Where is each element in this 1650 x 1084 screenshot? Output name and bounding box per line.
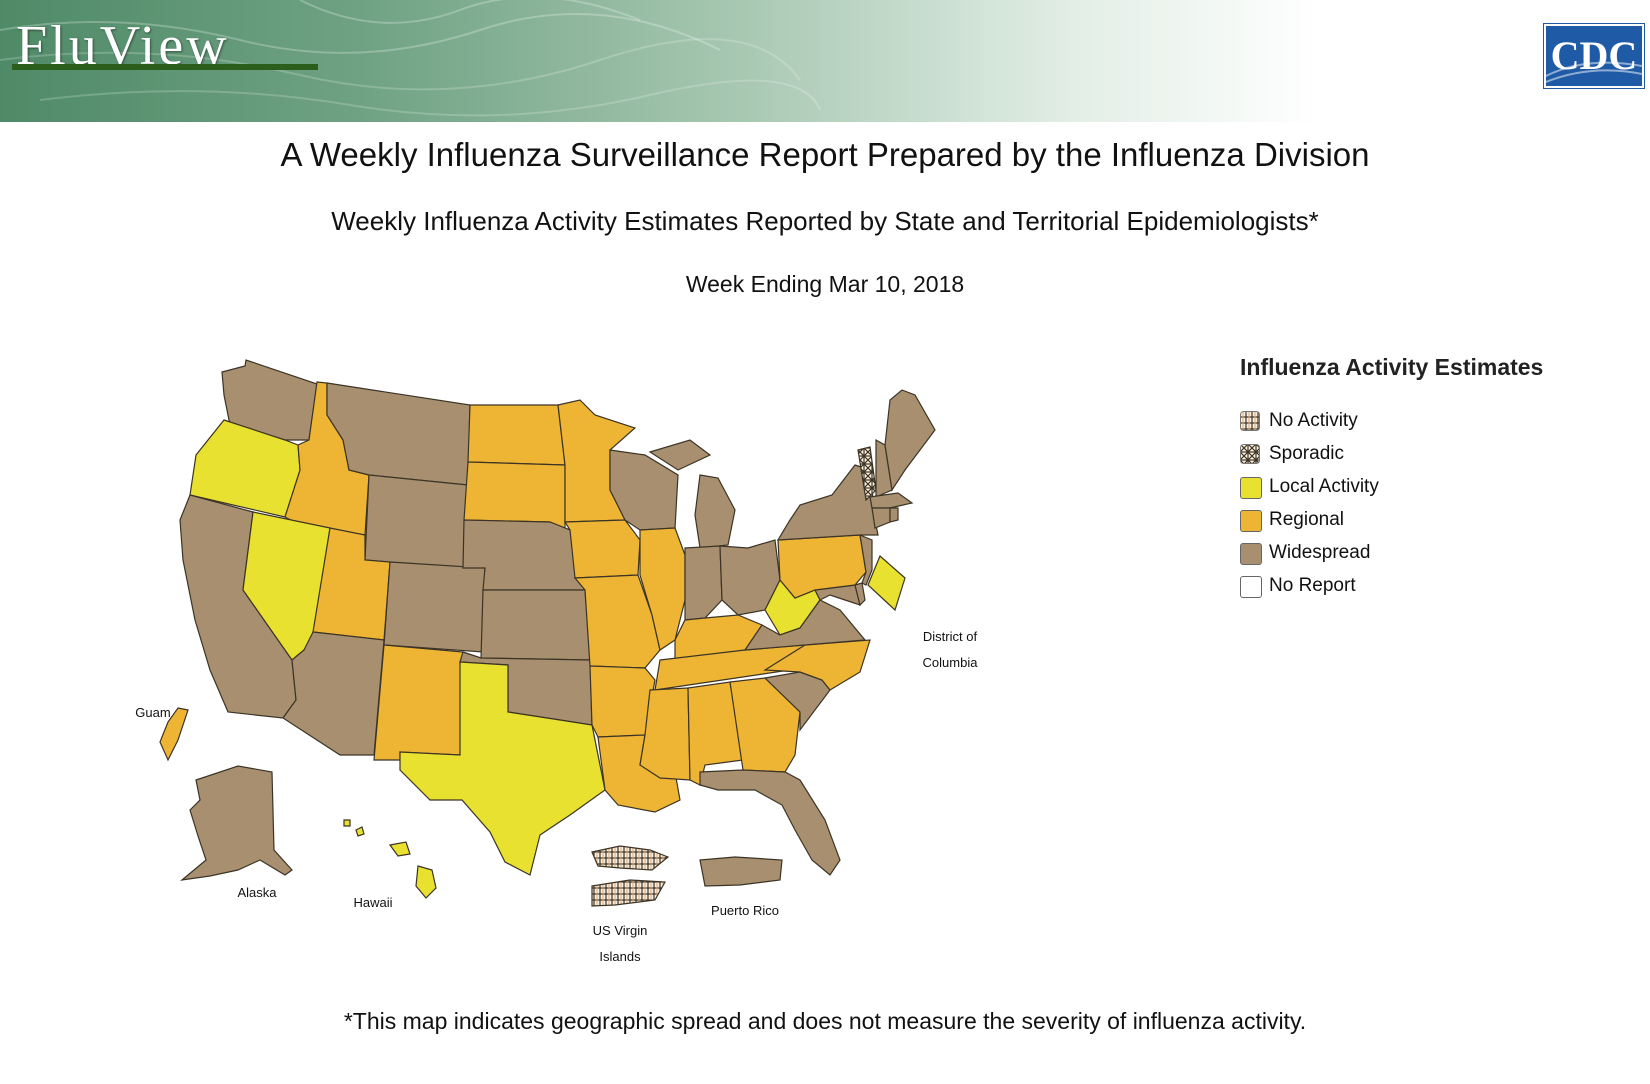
legend-label: Local Activity xyxy=(1269,476,1379,497)
state-new-mexico[interactable] xyxy=(373,644,464,761)
state-north-dakota[interactable] xyxy=(467,404,566,466)
page-title: A Weekly Influenza Surveillance Report P… xyxy=(280,136,1370,173)
cdc-logo-lines xyxy=(1546,61,1642,83)
state-maine[interactable] xyxy=(884,389,936,492)
local-activity-swatch xyxy=(1240,477,1262,499)
state-hawaii-kauai[interactable] xyxy=(343,819,351,827)
legend-title: Influenza Activity Estimates xyxy=(1240,354,1544,380)
state-kansas[interactable] xyxy=(480,589,591,661)
state-new-jersey[interactable] xyxy=(859,534,873,586)
label-hawaii: Hawaii xyxy=(353,895,393,910)
territory-st-croix[interactable] xyxy=(591,879,666,907)
chart-subtitle: Weekly Influenza Activity Estimates Repo… xyxy=(331,206,1319,236)
banner-texture xyxy=(0,0,821,117)
territory-st-thomas[interactable] xyxy=(591,845,670,871)
state-colorado[interactable] xyxy=(383,561,486,653)
legend-label: No Activity xyxy=(1269,410,1358,431)
week-ending-label: Week Ending Mar 10, 2018 xyxy=(685,271,965,297)
state-arkansas[interactable] xyxy=(589,665,656,738)
legend-label: Regional xyxy=(1269,509,1344,530)
legend-label: Widespread xyxy=(1269,542,1371,563)
state-hawaii-big-island[interactable] xyxy=(415,865,437,899)
legend-label: Sporadic xyxy=(1269,443,1344,464)
fluview-banner: FluView CDC xyxy=(0,0,1650,122)
territory-puerto-rico[interactable] xyxy=(699,856,783,887)
label-guam: Guam xyxy=(135,705,171,720)
state-missouri[interactable] xyxy=(573,574,661,669)
fluview-logo-underline xyxy=(12,64,318,70)
state-connecticut[interactable] xyxy=(871,507,891,529)
state-montana[interactable] xyxy=(326,382,471,486)
label-usvi-line1: US Virgin xyxy=(592,923,648,938)
cdc-logo-text: CDC xyxy=(1550,33,1638,78)
state-texas[interactable] xyxy=(399,661,606,876)
cdc-logo[interactable]: CDC xyxy=(1543,23,1645,89)
state-hawaii-oahu[interactable] xyxy=(355,826,365,837)
map-footnote: *This map indicates geographic spread an… xyxy=(343,1008,1307,1034)
state-virginia[interactable] xyxy=(743,599,867,651)
sporadic-swatch xyxy=(1240,444,1260,464)
state-michigan-up[interactable] xyxy=(648,439,712,471)
no-report-swatch xyxy=(1240,576,1262,598)
legend-label: No Report xyxy=(1269,575,1356,596)
regional-swatch xyxy=(1240,510,1262,532)
state-new-york[interactable] xyxy=(776,464,879,541)
label-usvi-line2: Islands xyxy=(599,949,641,964)
state-indiana[interactable] xyxy=(684,545,723,621)
state-florida[interactable] xyxy=(699,769,841,876)
state-iowa[interactable] xyxy=(563,519,641,579)
state-alaska[interactable] xyxy=(179,765,293,881)
territory-guam[interactable] xyxy=(159,707,189,762)
widespread-swatch xyxy=(1240,543,1262,565)
state-hawaii-maui[interactable] xyxy=(388,841,411,857)
state-massachusetts[interactable] xyxy=(869,492,914,509)
state-michigan[interactable] xyxy=(694,474,736,549)
state-district-of-columbia[interactable] xyxy=(867,554,906,612)
state-rhode-island[interactable] xyxy=(889,507,899,523)
label-puerto-rico: Puerto Rico xyxy=(711,903,779,918)
label-alaska: Alaska xyxy=(237,885,277,900)
label-dc-line1: District of xyxy=(922,629,978,644)
state-wyoming[interactable] xyxy=(364,474,469,569)
state-delaware[interactable] xyxy=(854,582,866,607)
no-activity-swatch xyxy=(1240,411,1260,431)
label-dc-line2: Columbia xyxy=(922,655,978,670)
